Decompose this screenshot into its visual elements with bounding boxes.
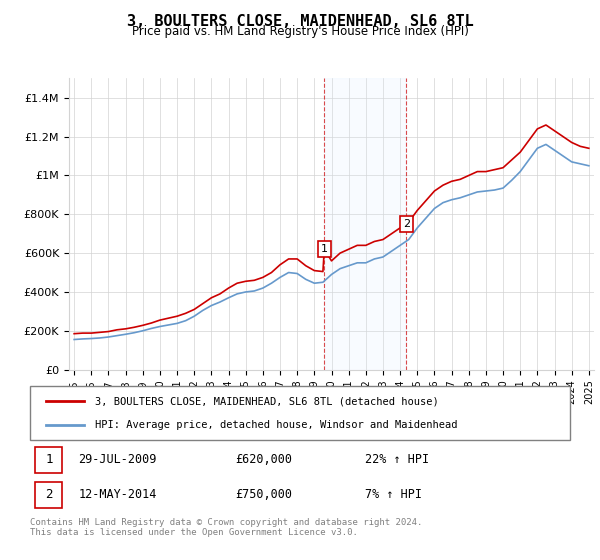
Text: Price paid vs. HM Land Registry's House Price Index (HPI): Price paid vs. HM Land Registry's House … [131, 25, 469, 38]
FancyBboxPatch shape [35, 447, 62, 473]
Text: 1: 1 [45, 454, 53, 466]
Text: 2: 2 [403, 219, 410, 229]
FancyBboxPatch shape [30, 386, 570, 440]
Text: 7% ↑ HPI: 7% ↑ HPI [365, 488, 422, 501]
Text: 1: 1 [321, 244, 328, 254]
Text: HPI: Average price, detached house, Windsor and Maidenhead: HPI: Average price, detached house, Wind… [95, 419, 457, 430]
Text: 3, BOULTERS CLOSE, MAIDENHEAD, SL6 8TL (detached house): 3, BOULTERS CLOSE, MAIDENHEAD, SL6 8TL (… [95, 396, 439, 407]
Text: 22% ↑ HPI: 22% ↑ HPI [365, 454, 429, 466]
Text: 2: 2 [45, 488, 53, 501]
Text: 12-MAY-2014: 12-MAY-2014 [79, 488, 157, 501]
Text: Contains HM Land Registry data © Crown copyright and database right 2024.
This d: Contains HM Land Registry data © Crown c… [30, 518, 422, 538]
Text: £750,000: £750,000 [235, 488, 292, 501]
Text: 29-JUL-2009: 29-JUL-2009 [79, 454, 157, 466]
FancyBboxPatch shape [35, 482, 62, 507]
Bar [324, 78, 406, 370]
Text: 3, BOULTERS CLOSE, MAIDENHEAD, SL6 8TL: 3, BOULTERS CLOSE, MAIDENHEAD, SL6 8TL [127, 14, 473, 29]
Text: £620,000: £620,000 [235, 454, 292, 466]
